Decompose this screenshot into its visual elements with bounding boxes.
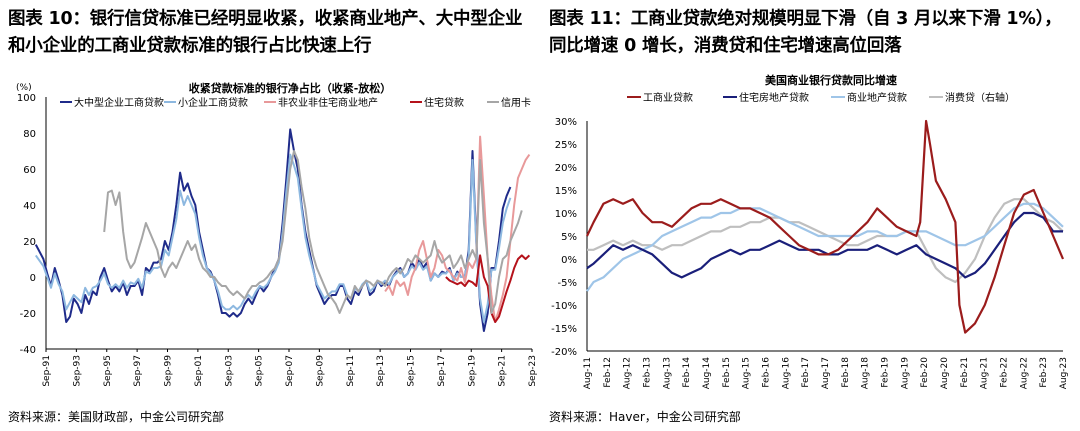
legend-label: 信用卡 <box>501 96 531 109</box>
series-line <box>103 150 523 314</box>
x-tick-label: Sep-93 <box>72 355 82 387</box>
legend-label: 大中型企业工商贷款 <box>74 96 164 109</box>
y-tick-label: -20 <box>20 309 36 320</box>
x-tick-label: Feb-12 <box>603 357 613 388</box>
x-tick-label: Aug-15 <box>742 357 752 389</box>
y-tick-label: 15% <box>555 186 577 197</box>
legend-label: 商业地产贷款 <box>847 91 907 104</box>
legend-label: 工商业贷款 <box>643 91 693 104</box>
y-tick-label: 100 <box>17 93 36 104</box>
series-line <box>587 198 1064 284</box>
x-tick-label: Aug-22 <box>1019 357 1029 389</box>
y-tick-label: -5% <box>558 278 577 289</box>
y-tick-label: 40 <box>23 201 36 212</box>
y-tick-label: -10% <box>551 301 577 312</box>
x-tick-label: Sep-11 <box>346 355 356 387</box>
x-tick-label: Feb-13 <box>643 357 653 388</box>
x-tick-label: Feb-20 <box>920 357 930 388</box>
x-tick-label: Feb-19 <box>881 357 891 388</box>
y-tick-label: 25% <box>555 140 577 151</box>
x-tick-label: Aug-21 <box>980 357 990 389</box>
x-tick-label: Aug-19 <box>900 357 910 390</box>
x-tick-label: Feb-14 <box>682 357 692 388</box>
legend-label: 消费贷（右轴） <box>945 91 1015 104</box>
x-tick-label: Aug-13 <box>662 357 672 389</box>
x-tick-label: Aug-16 <box>781 357 791 390</box>
y-tick-label: 0 <box>30 273 36 284</box>
x-tick-label: Aug-20 <box>940 357 950 390</box>
y-tick-label: 30% <box>555 117 577 128</box>
y-tick-label: 20% <box>555 163 577 174</box>
y-tick-label: -15% <box>551 324 577 335</box>
x-tick-label: Aug-17 <box>821 357 831 389</box>
x-tick-label: Sep-17 <box>437 355 447 387</box>
series-line <box>445 254 531 323</box>
x-tick-label: Feb-21 <box>960 357 970 388</box>
legend-label: 小企业工商贷款 <box>178 96 248 109</box>
x-tick-label: Aug-11 <box>583 357 593 389</box>
x-tick-label: Feb-22 <box>1000 357 1010 388</box>
y-tick-label: 60 <box>23 165 36 176</box>
chart-title: 美国商业银行贷款同比增速 <box>765 73 897 87</box>
x-tick-label: Feb-16 <box>762 357 772 388</box>
x-tick-label: Sep-95 <box>103 355 113 387</box>
x-tick-label: Sep-91 <box>42 355 52 387</box>
x-tick-label: Sep-19 <box>467 355 477 387</box>
y-tick-label: -20% <box>551 347 577 358</box>
chart-panel-left: 图表 10：银行信贷标准已经明显收紧，收紧商业地产、大中型企业和小企业的工商业贷… <box>8 9 538 424</box>
x-tick-label: Sep-15 <box>407 355 417 387</box>
legend-label: 住宅贷款 <box>424 96 464 109</box>
line-chart: 美国商业银行贷款同比增速 -20% -15% -10% -5% 0% 5% 10% 15% 20%… <box>551 73 1069 390</box>
x-tick-label: Aug-12 <box>623 357 633 389</box>
y-tick-label: 5% <box>561 232 577 243</box>
chart-heading: 图表 11：工商业贷款绝对规模明显下滑（自 3 月以来下滑 1%），同比增速 0… <box>549 9 1062 56</box>
x-tick-label: Feb-23 <box>1039 357 1049 388</box>
y-tick-label: 10% <box>555 209 577 220</box>
x-tick-label: Sep-09 <box>315 355 325 387</box>
legend-label: 住宅房地产贷款 <box>739 91 809 104</box>
x-tick-label: Sep-13 <box>376 355 386 387</box>
x-tick-label: Feb-17 <box>801 357 811 388</box>
x-tick-label: Aug-18 <box>861 357 871 390</box>
source-note: 资料来源：Haver，中金公司研究部 <box>549 410 741 424</box>
line-chart: 收紧贷款标准的银行净占比（收紧-放松） (%) -40 -20 0 20 40 60 80 100… <box>16 81 538 387</box>
legend-label: 非农业非住宅商业地产 <box>278 96 378 109</box>
x-tick-label: Aug-14 <box>702 357 712 390</box>
x-tick-label: Feb-18 <box>841 357 851 388</box>
y-tick-label: 20 <box>23 237 36 248</box>
chart-panel-right: 图表 11：工商业贷款绝对规模明显下滑（自 3 月以来下滑 1%），同比增速 0… <box>541 0 1080 431</box>
series-line <box>34 128 512 332</box>
y-axis-label: (%) <box>16 83 32 93</box>
x-tick-label: Sep-01 <box>194 355 204 387</box>
x-tick-label: Sep-23 <box>528 355 538 387</box>
chart-title: 收紧贷款标准的银行净占比（收紧-放松） <box>189 81 392 95</box>
chart-heading: 图表 10：银行信贷标准已经明显收紧，收紧商业地产、大中型企业和小企业的工商业贷… <box>8 9 523 56</box>
source-note: 资料来源：美国财政部，中金公司研究部 <box>8 410 225 424</box>
y-tick-label: 0% <box>561 255 577 266</box>
series-line <box>34 153 512 323</box>
x-tick-label: Sep-03 <box>224 355 234 387</box>
x-tick-label: Aug-23 <box>1059 357 1069 389</box>
y-tick-label: -40 <box>20 345 36 356</box>
x-tick-label: Sep-97 <box>133 355 143 387</box>
series-line <box>586 119 1065 334</box>
series-line <box>586 202 1064 292</box>
x-tick-label: Sep-07 <box>285 355 295 387</box>
y-tick-label: 80 <box>23 129 36 140</box>
x-tick-label: Sep-99 <box>164 355 174 387</box>
x-tick-label: Feb-15 <box>722 357 732 388</box>
x-tick-label: Sep-05 <box>255 355 265 387</box>
series-line <box>384 135 531 323</box>
series-line <box>586 211 1063 279</box>
x-tick-label: Sep-21 <box>498 355 508 387</box>
